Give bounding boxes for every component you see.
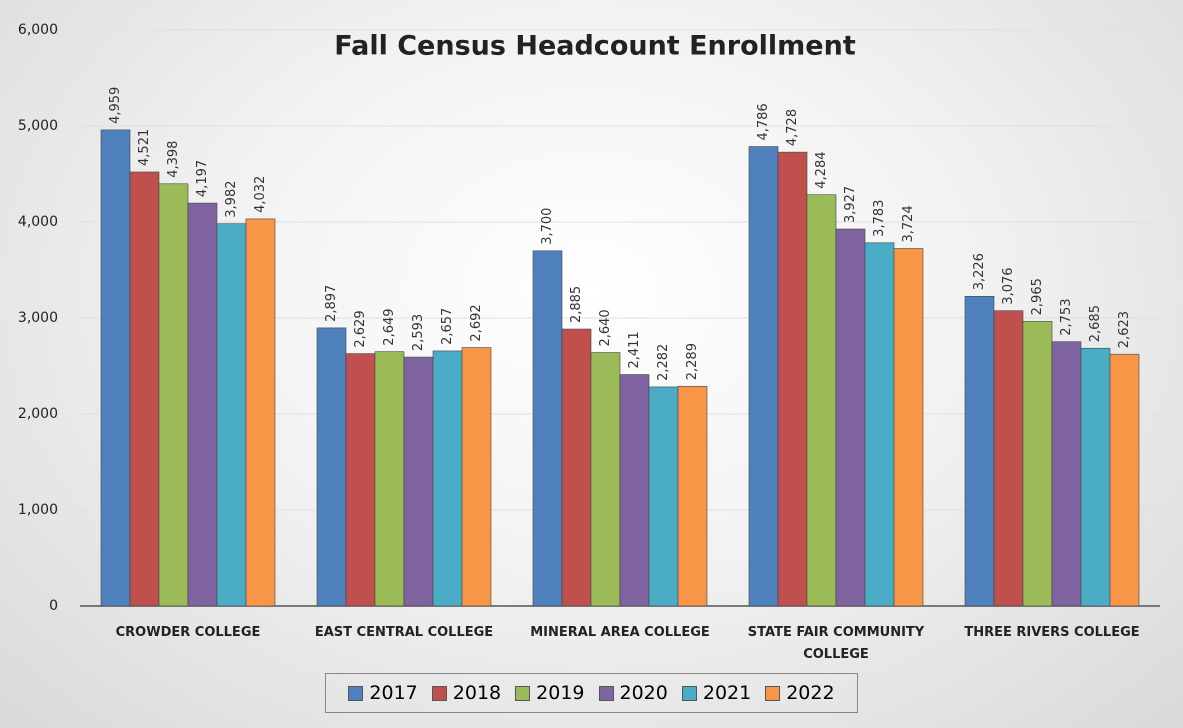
data-label: 3,783 (872, 200, 887, 237)
bar (316, 327, 347, 607)
data-label: 3,076 (1001, 267, 1016, 304)
bar (1080, 347, 1111, 607)
data-label: 2,640 (598, 309, 613, 346)
legend-label: 2017 (369, 682, 418, 704)
data-label: 3,226 (972, 253, 987, 290)
data-label: 2,593 (411, 314, 426, 351)
data-label: 2,965 (1030, 278, 1045, 315)
data-label: 2,649 (382, 308, 397, 345)
y-tick-label: 3,000 (18, 310, 58, 326)
y-tick-label: 5,000 (18, 118, 58, 134)
legend-item: 2017 (348, 682, 418, 704)
data-label: 2,753 (1059, 298, 1074, 335)
legend-label: 2020 (619, 682, 668, 704)
y-tick-label: 0 (49, 598, 58, 614)
data-label: 2,885 (569, 286, 584, 323)
bar (403, 356, 434, 607)
data-label: 2,629 (353, 310, 368, 347)
data-label: 2,289 (685, 343, 700, 380)
bar (245, 218, 276, 607)
bar (216, 223, 247, 607)
data-label: 3,927 (843, 186, 858, 223)
legend-swatch (598, 685, 614, 701)
data-label: 3,700 (540, 208, 555, 245)
x-tick-label: STATE FAIR COMMUNITY COLLEGE (747, 625, 925, 662)
legend-item: 2022 (765, 682, 835, 704)
legend-label: 2021 (702, 682, 752, 704)
bar (964, 296, 995, 607)
legend: 2017 2018 2019 2020 2021 2022 (325, 673, 858, 713)
bar (561, 328, 592, 607)
data-label: 2,685 (1088, 305, 1103, 342)
data-label: 3,724 (901, 205, 916, 242)
bar (100, 129, 131, 607)
x-tick-label: MINERAL AREA COLLEGE (530, 625, 710, 640)
legend-swatch (515, 685, 531, 701)
data-label: 3,982 (224, 181, 239, 218)
data-label: 4,398 (166, 141, 181, 178)
bar (835, 228, 866, 607)
data-label: 2,897 (324, 285, 339, 322)
bar (677, 385, 708, 607)
bar (893, 248, 924, 607)
data-label: 4,728 (785, 109, 800, 146)
data-label: 4,521 (137, 129, 152, 166)
legend-swatch (431, 685, 447, 701)
y-tick-label: 4,000 (18, 214, 58, 230)
legend-label: 2018 (452, 682, 502, 704)
legend-item: 2020 (598, 682, 668, 704)
legend-item: 2018 (431, 682, 502, 704)
bar (461, 347, 492, 607)
x-tick-label: EAST CENTRAL COLLEGE (314, 625, 494, 640)
data-label: 2,692 (469, 304, 484, 341)
bar (993, 310, 1024, 607)
bar (432, 350, 463, 607)
data-label: 4,032 (253, 176, 268, 213)
bar (1022, 321, 1053, 607)
bar (187, 202, 218, 607)
bar (158, 183, 189, 607)
bar (864, 242, 895, 607)
data-label: 2,657 (440, 308, 455, 345)
bar (532, 250, 563, 607)
bar (806, 194, 837, 607)
data-label: 4,959 (108, 87, 123, 124)
data-label: 4,197 (195, 160, 210, 197)
legend-swatch (681, 685, 697, 701)
legend-item: 2019 (515, 682, 585, 704)
data-label: 4,786 (756, 103, 771, 140)
bar (648, 386, 679, 607)
data-label: 4,284 (814, 152, 829, 189)
data-label: 2,623 (1117, 311, 1132, 348)
x-tick-label: THREE RIVERS COLLEGE (964, 625, 1140, 640)
legend-label: 2022 (786, 682, 835, 704)
legend-item: 2021 (681, 682, 752, 704)
legend-label: 2019 (536, 682, 585, 704)
bar (1109, 353, 1140, 607)
legend-swatch (765, 685, 781, 701)
x-tick-label: CROWDER COLLEGE (115, 625, 261, 640)
bar (619, 374, 650, 607)
bar (129, 171, 160, 607)
y-tick-label: 1,000 (18, 502, 58, 518)
bar (1051, 341, 1082, 607)
bar (374, 351, 405, 607)
bar (345, 353, 376, 607)
bar (748, 146, 779, 607)
bar (590, 352, 621, 607)
bar (777, 151, 808, 607)
y-tick-label: 2,000 (18, 406, 58, 422)
legend-swatch (348, 685, 364, 701)
y-tick-label: 6,000 (18, 22, 58, 38)
data-label: 2,411 (627, 331, 642, 368)
data-label: 2,282 (656, 344, 671, 381)
chart-title: Fall Census Headcount Enrollment (334, 31, 856, 62)
